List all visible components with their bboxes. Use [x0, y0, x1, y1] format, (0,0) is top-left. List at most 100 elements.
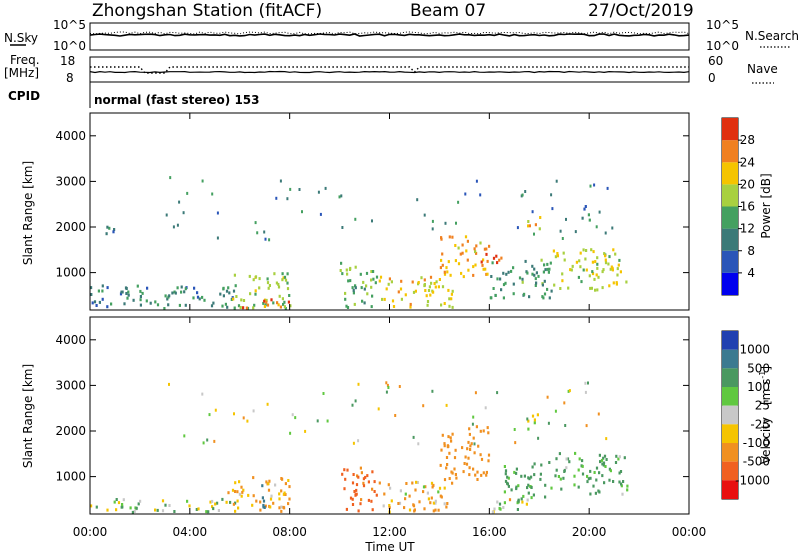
echo-cell [527, 476, 530, 480]
echo-cell [184, 303, 187, 307]
echo-cell [596, 262, 599, 266]
echo-cell [504, 281, 507, 285]
echo-cell [126, 296, 129, 300]
echo-cell [475, 251, 478, 255]
echo-cell [238, 480, 241, 484]
echo-cell [262, 301, 265, 305]
echo-cell [242, 299, 246, 302]
echo-cell [513, 470, 516, 474]
echo-cell [182, 211, 185, 215]
echo-cell [496, 261, 499, 265]
echo-cell [286, 272, 289, 276]
echo-cell [438, 486, 442, 490]
echo-cell [213, 439, 216, 443]
echo-cell [522, 494, 525, 498]
echo-cell [591, 270, 594, 274]
echo-cell [183, 434, 186, 438]
y-tick-label: 1000 [55, 266, 86, 280]
echo-cell [276, 301, 279, 305]
echo-cell [301, 210, 303, 214]
colorbar-swatch [722, 162, 738, 185]
echo-cell [298, 188, 301, 191]
echo-cell [146, 286, 149, 290]
echo-cell [443, 486, 446, 490]
echo-cell [564, 424, 567, 427]
echo-cell [555, 457, 558, 461]
nave-bottom-tick: 0 [708, 71, 716, 85]
echo-cell [252, 278, 255, 282]
echo-cell [574, 451, 577, 455]
echo-cell [517, 498, 520, 502]
echo-cell [524, 190, 527, 193]
echo-cell [164, 503, 167, 507]
echo-cell [601, 286, 604, 290]
echo-cell [447, 288, 450, 292]
echo-cell [101, 284, 104, 288]
echo-cell [474, 250, 477, 254]
colorbar-swatch [722, 405, 738, 425]
echo-cell [448, 235, 451, 239]
echo-cell [546, 287, 549, 291]
echo-cell [365, 284, 368, 288]
echo-cell [351, 286, 354, 290]
echo-cell [527, 224, 530, 228]
echo-cell [378, 279, 381, 283]
echo-cell [263, 506, 266, 509]
echo-cell [281, 477, 284, 481]
echo-cell [375, 275, 379, 279]
echo-cell [366, 474, 369, 478]
echo-cell [516, 226, 519, 230]
echo-cell [586, 474, 589, 478]
echo-cell [98, 300, 101, 304]
echo-cell [346, 468, 349, 472]
echo-cell [344, 477, 347, 481]
echo-cell [289, 187, 292, 191]
colorbar-tick-label: 16 [740, 200, 755, 214]
echo-cell [479, 453, 482, 457]
echo-cell [426, 491, 429, 495]
echo-cell [387, 483, 390, 487]
echo-cell [245, 306, 248, 310]
echo-cell [443, 478, 447, 482]
echo-cell [136, 284, 139, 288]
echo-cell [475, 425, 478, 429]
echo-cell [374, 281, 377, 285]
echo-cell [409, 305, 412, 309]
echo-cell [510, 488, 513, 492]
echo-cell [589, 476, 592, 480]
echo-cell [443, 272, 447, 276]
echo-cell [156, 508, 159, 512]
echo-cell [473, 451, 476, 455]
echo-cell [232, 297, 235, 301]
echo-cell [493, 507, 496, 511]
echo-cell [567, 389, 570, 393]
echo-cell [433, 282, 436, 285]
echo-cell [540, 258, 543, 262]
echo-cell [385, 390, 388, 394]
echo-cell [554, 255, 557, 259]
echo-cell [561, 272, 564, 276]
x-tick-label: 08:00 [272, 525, 307, 539]
echo-cell [139, 298, 142, 302]
echo-cell [370, 278, 373, 282]
echo-cell [443, 302, 446, 305]
colorbar-swatch [722, 443, 738, 462]
echo-cell [422, 404, 425, 408]
echo-cell [139, 499, 142, 503]
echo-cell [135, 506, 138, 510]
echo-cell [596, 288, 599, 292]
echo-cell [448, 451, 451, 455]
echo-cell [429, 293, 432, 297]
echo-cell [365, 271, 369, 275]
echo-cell [345, 268, 348, 272]
echo-cell [560, 487, 563, 491]
echo-cell [620, 482, 623, 486]
power-colorbar-label: Power [dB] [759, 173, 773, 238]
echo-cell [498, 502, 502, 506]
echo-cell [533, 421, 536, 425]
echo-cell [101, 297, 104, 301]
echo-cell [139, 289, 142, 293]
colorbar-swatch [722, 250, 738, 273]
echo-cell [287, 479, 290, 482]
echo-cell [192, 296, 195, 300]
